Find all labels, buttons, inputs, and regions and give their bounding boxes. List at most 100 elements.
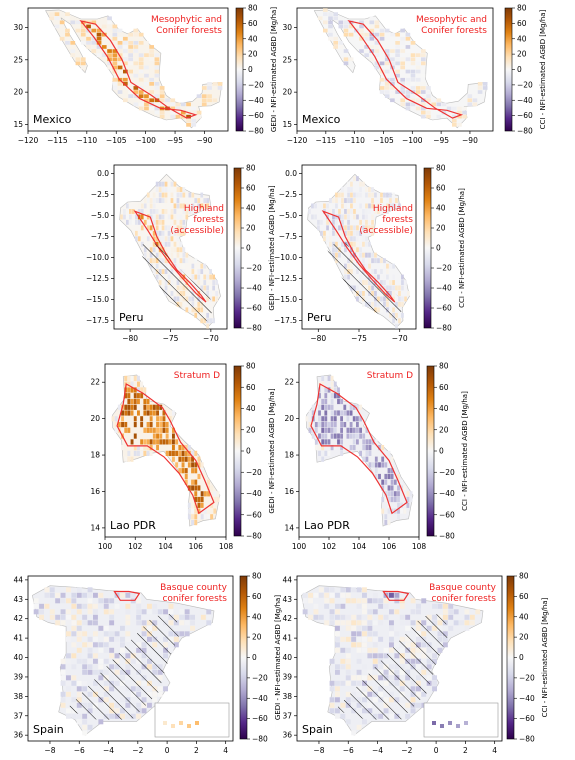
- agbd-cell: [87, 664, 93, 670]
- agbd-cell: [368, 252, 371, 258]
- agbd-cell: [374, 468, 378, 474]
- agbd-cell: [311, 214, 314, 220]
- agbd-cell: [329, 658, 335, 664]
- agbd-cell: [197, 280, 201, 285]
- agbd-cell: [200, 462, 204, 468]
- agbd-cell: [144, 106, 149, 111]
- stratum-annotation: Stratum D: [367, 371, 413, 381]
- agbd-cell: [324, 598, 330, 604]
- agbd-cell: [71, 675, 77, 681]
- agbd-cell: [384, 82, 390, 86]
- agbd-cell: [383, 198, 386, 203]
- agbd-cell: [410, 620, 416, 626]
- colorbar-tick-label: 0: [439, 447, 444, 456]
- colorbar-tick-label: −20: [436, 264, 452, 273]
- agbd-cell: [426, 86, 431, 90]
- agbd-cell: [144, 82, 149, 86]
- agbd-cell: [176, 236, 180, 242]
- agbd-cell: [209, 274, 212, 280]
- agbd-cell: [386, 203, 389, 209]
- agbd-cell: [146, 439, 150, 445]
- agbd-cell: [66, 713, 71, 719]
- agbd-cell: [386, 263, 389, 269]
- agbd-cell: [426, 90, 431, 94]
- colorbar-tick-label: 20: [519, 633, 529, 642]
- agbd-cell: [140, 381, 144, 387]
- agbd-cell: [82, 664, 88, 670]
- agbd-cell: [379, 86, 385, 90]
- agbd-cell: [59, 20, 65, 25]
- agbd-cell: [212, 280, 215, 285]
- agbd-cell: [173, 642, 179, 648]
- agbd-cell: [203, 318, 207, 324]
- agbd-cell: [165, 450, 169, 456]
- agbd-cell: [170, 236, 174, 242]
- agbd-cell: [149, 198, 153, 203]
- x-tick-label: −70: [392, 334, 408, 343]
- agbd-cell: [133, 375, 137, 381]
- agbd-cell: [313, 609, 319, 615]
- agbd-cell: [400, 90, 405, 94]
- agbd-cell: [351, 730, 357, 736]
- y-tick-label: 14: [284, 523, 294, 532]
- agbd-cell: [60, 680, 66, 686]
- agbd-cell: [345, 691, 351, 697]
- agbd-cell: [347, 225, 350, 231]
- agbd-cell: [93, 658, 98, 664]
- agbd-cell: [338, 203, 341, 209]
- y-tick-label: 20: [282, 88, 292, 97]
- agbd-cell: [70, 49, 76, 53]
- colorbar-tick-label: −80: [252, 735, 268, 744]
- colorbar-tick-label: −60: [517, 111, 533, 120]
- agbd-cell: [321, 398, 325, 405]
- agbd-cell: [415, 86, 421, 90]
- agbd-cell: [91, 41, 97, 45]
- agbd-cell: [421, 73, 426, 78]
- agbd-cell: [152, 439, 156, 445]
- agbd-cell: [348, 20, 354, 25]
- agbd-cell: [126, 219, 129, 225]
- agbd-cell: [117, 28, 123, 33]
- agbd-cell: [347, 181, 350, 187]
- agbd-cell: [372, 653, 378, 659]
- colorbar-label: GEDI - NFI-estimated AGBD [Mg/ha]: [268, 388, 276, 513]
- agbd-cell: [152, 209, 156, 214]
- agbd-cell: [379, 77, 385, 82]
- colorbar-tick-label: 80: [252, 572, 262, 581]
- agbd-cell: [330, 410, 334, 416]
- agbd-cell: [400, 57, 405, 62]
- agbd-cell: [129, 209, 132, 214]
- agbd-cell: [184, 609, 190, 615]
- agbd-cell: [389, 625, 394, 631]
- agbd-cell: [120, 642, 125, 648]
- y-tick-label: −12.5: [86, 274, 109, 283]
- agbd-cell: [332, 230, 335, 236]
- agbd-cell: [149, 49, 154, 53]
- agbd-cell: [114, 422, 118, 428]
- agbd-cell: [127, 410, 131, 416]
- agbd-cell: [70, 41, 76, 45]
- agbd-cell: [213, 508, 217, 514]
- agbd-cell: [400, 41, 405, 45]
- agbd-cell: [332, 198, 335, 203]
- agbd-cell: [369, 49, 375, 53]
- agbd-cell: [55, 598, 61, 604]
- stratum-annotation: Highland forests (accessible): [359, 204, 413, 236]
- agbd-cell: [186, 114, 191, 119]
- y-tick-label: 18: [90, 451, 100, 460]
- annotation-line: (accessible): [359, 226, 413, 236]
- agbd-cell: [321, 439, 325, 445]
- agbd-cell: [340, 636, 346, 642]
- agbd-cell: [167, 214, 171, 220]
- annotation-line: Mesophytic and: [416, 15, 487, 25]
- agbd-cell: [184, 620, 190, 626]
- agbd-cell: [335, 680, 340, 686]
- agbd-cell: [317, 225, 320, 231]
- agbd-cell: [327, 450, 331, 456]
- agbd-cell: [410, 598, 416, 604]
- agbd-cell: [143, 398, 147, 405]
- agbd-cell: [400, 28, 405, 33]
- agbd-cell: [328, 24, 333, 29]
- colorbar-label: GEDI - NFI-estimated AGBD [Mg/ha]: [274, 595, 282, 720]
- agbd-cell: [162, 422, 166, 428]
